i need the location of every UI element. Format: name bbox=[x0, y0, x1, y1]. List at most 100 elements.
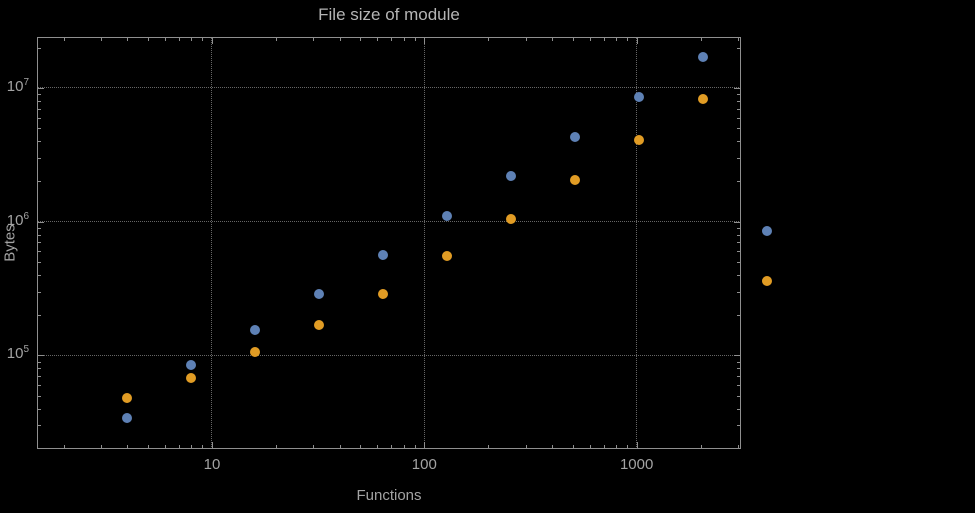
tick-mark-y bbox=[38, 117, 41, 119]
tick-mark-x bbox=[414, 38, 416, 41]
data-point bbox=[697, 94, 708, 105]
data-point bbox=[442, 211, 453, 222]
gridline-vertical bbox=[636, 37, 638, 449]
tick-mark-y bbox=[737, 376, 740, 378]
data-point bbox=[122, 393, 133, 404]
tick-mark-y bbox=[38, 376, 41, 378]
tick-mark-y bbox=[38, 251, 41, 253]
tick-mark-x bbox=[275, 445, 277, 448]
tick-mark-y bbox=[38, 181, 41, 183]
gridline-horizontal bbox=[37, 221, 741, 223]
tick-mark-y bbox=[737, 227, 740, 229]
tick-mark-x bbox=[360, 38, 362, 41]
tick-mark-x bbox=[127, 445, 129, 448]
tick-mark-x bbox=[211, 38, 213, 44]
data-point bbox=[186, 359, 197, 370]
tick-mark-x bbox=[589, 38, 591, 41]
tick-mark-y bbox=[38, 368, 41, 370]
tick-mark-x bbox=[179, 445, 181, 448]
tick-mark-y bbox=[737, 251, 740, 253]
x-axis-label: Functions bbox=[356, 487, 422, 504]
tick-mark-y bbox=[737, 128, 740, 130]
tick-mark-x bbox=[360, 445, 362, 448]
data-point bbox=[761, 226, 772, 237]
tick-mark-x bbox=[164, 38, 166, 41]
tick-mark-x bbox=[164, 445, 166, 448]
data-point bbox=[697, 52, 708, 63]
tick-mark-y bbox=[737, 315, 740, 317]
tick-mark-y bbox=[38, 227, 41, 229]
tick-mark-y bbox=[737, 385, 740, 387]
tick-mark-y bbox=[38, 242, 41, 244]
tick-mark-y bbox=[38, 395, 41, 397]
tick-mark-x bbox=[552, 38, 554, 41]
tick-mark-y bbox=[737, 291, 740, 293]
tick-mark-x bbox=[589, 445, 591, 448]
tick-mark-y bbox=[737, 395, 740, 397]
tick-mark-x bbox=[737, 445, 739, 448]
data-point bbox=[569, 174, 580, 185]
tick-mark-y bbox=[737, 47, 740, 49]
data-point bbox=[633, 92, 644, 103]
x-tick-label: 1000 bbox=[619, 456, 654, 473]
tick-mark-y bbox=[734, 355, 740, 357]
tick-mark-x bbox=[403, 38, 405, 41]
tick-mark-y bbox=[737, 408, 740, 410]
tick-mark-y bbox=[737, 368, 740, 370]
tick-mark-x bbox=[700, 38, 702, 41]
tick-mark-y bbox=[38, 425, 41, 427]
tick-mark-y bbox=[38, 315, 41, 317]
tick-mark-x bbox=[603, 445, 605, 448]
gridline-horizontal bbox=[37, 87, 741, 89]
tick-mark-x bbox=[313, 38, 315, 41]
data-point bbox=[378, 250, 389, 261]
tick-mark-x bbox=[414, 445, 416, 448]
tick-mark-x bbox=[313, 445, 315, 448]
tick-mark-y bbox=[737, 425, 740, 427]
data-point bbox=[569, 131, 580, 142]
tick-mark-y bbox=[38, 408, 41, 410]
tick-mark-y bbox=[737, 157, 740, 159]
tick-mark-x bbox=[202, 38, 204, 41]
tick-mark-y bbox=[737, 181, 740, 183]
tick-mark-x bbox=[488, 445, 490, 448]
tick-mark-x bbox=[525, 38, 527, 41]
tick-mark-y bbox=[38, 141, 41, 143]
tick-mark-y bbox=[737, 361, 740, 363]
data-point bbox=[505, 213, 516, 224]
data-point bbox=[186, 372, 197, 383]
gridline-vertical bbox=[423, 37, 425, 449]
tick-mark-y bbox=[734, 87, 740, 89]
tick-mark-y bbox=[38, 157, 41, 159]
data-point bbox=[314, 319, 325, 330]
tick-mark-x bbox=[636, 38, 638, 44]
tick-mark-x bbox=[339, 38, 341, 41]
tick-mark-y bbox=[38, 361, 41, 363]
tick-mark-x bbox=[626, 38, 628, 41]
tick-mark-y bbox=[737, 108, 740, 110]
tick-mark-x bbox=[391, 38, 393, 41]
tick-mark-x bbox=[737, 38, 739, 41]
tick-mark-y bbox=[38, 291, 41, 293]
tick-mark-x bbox=[63, 445, 65, 448]
tick-mark-y bbox=[737, 100, 740, 102]
tick-mark-y bbox=[38, 385, 41, 387]
tick-mark-x bbox=[377, 38, 379, 41]
data-point bbox=[122, 413, 133, 424]
tick-mark-x bbox=[572, 38, 574, 41]
tick-mark-y bbox=[737, 117, 740, 119]
tick-mark-y bbox=[737, 261, 740, 263]
tick-mark-y bbox=[38, 87, 44, 89]
tick-mark-x bbox=[275, 38, 277, 41]
tick-mark-y bbox=[38, 100, 41, 102]
data-point bbox=[250, 325, 261, 335]
tick-mark-x bbox=[100, 445, 102, 448]
tick-mark-x bbox=[403, 445, 405, 448]
tick-mark-y bbox=[38, 234, 41, 236]
tick-mark-x bbox=[191, 445, 193, 448]
tick-mark-y bbox=[38, 47, 41, 49]
tick-mark-x bbox=[202, 445, 204, 448]
tick-mark-x bbox=[626, 445, 628, 448]
